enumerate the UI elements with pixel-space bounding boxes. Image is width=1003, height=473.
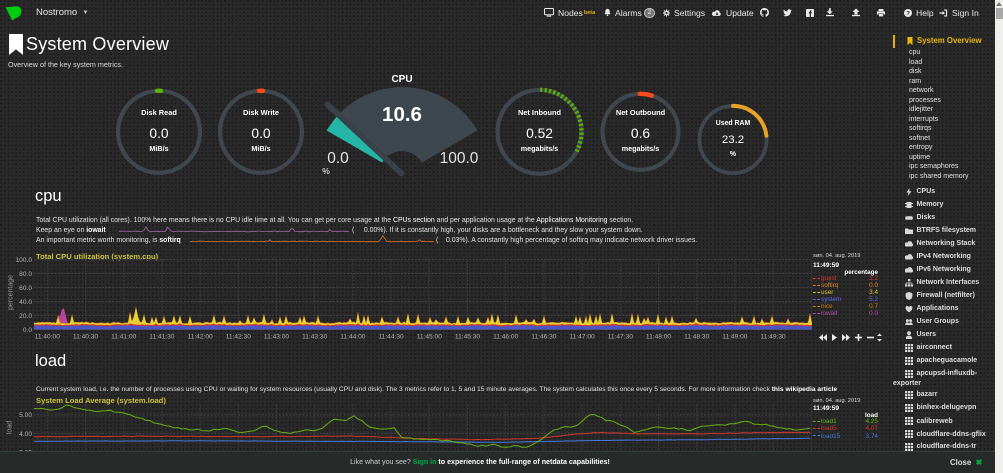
svg-text:11:41:30: 11:41:30 bbox=[149, 334, 175, 341]
svg-text:40.0: 40.0 bbox=[19, 299, 32, 306]
svg-text:11:49:30: 11:49:30 bbox=[761, 334, 787, 341]
svg-text:11:43:30: 11:43:30 bbox=[302, 334, 328, 341]
svg-text:20.0: 20.0 bbox=[19, 313, 32, 320]
svg-text:11:46:00: 11:46:00 bbox=[493, 334, 519, 341]
svg-text:11:44:00: 11:44:00 bbox=[340, 334, 366, 341]
svg-text:80.0: 80.0 bbox=[19, 271, 32, 278]
svg-text:4.00: 4.00 bbox=[19, 431, 32, 438]
svg-text:11:48:30: 11:48:30 bbox=[684, 334, 710, 341]
svg-text:11:40:30: 11:40:30 bbox=[73, 334, 99, 341]
svg-text:11:43:00: 11:43:00 bbox=[264, 334, 290, 341]
svg-text:11:42:00: 11:42:00 bbox=[188, 334, 214, 341]
svg-text:5.00: 5.00 bbox=[19, 412, 32, 419]
svg-text:11:47:30: 11:47:30 bbox=[608, 334, 634, 341]
svg-text:11:42:30: 11:42:30 bbox=[226, 334, 252, 341]
svg-text:11:41:00: 11:41:00 bbox=[111, 334, 137, 341]
svg-text:0.0: 0.0 bbox=[23, 327, 32, 334]
svg-text:11:47:00: 11:47:00 bbox=[570, 334, 596, 341]
svg-text:?: ? bbox=[906, 11, 910, 17]
svg-text:100.0: 100.0 bbox=[15, 257, 32, 264]
svg-text:11:48:00: 11:48:00 bbox=[646, 334, 672, 341]
svg-text:11:46:30: 11:46:30 bbox=[531, 334, 557, 341]
svg-text:11:45:30: 11:45:30 bbox=[455, 334, 481, 341]
svg-text:11:49:00: 11:49:00 bbox=[722, 334, 748, 341]
svg-text:60.0: 60.0 bbox=[19, 285, 32, 292]
svg-text:11:40:00: 11:40:00 bbox=[35, 334, 61, 341]
svg-text:11:44:30: 11:44:30 bbox=[379, 334, 405, 341]
svg-text:11:45:00: 11:45:00 bbox=[417, 334, 443, 341]
